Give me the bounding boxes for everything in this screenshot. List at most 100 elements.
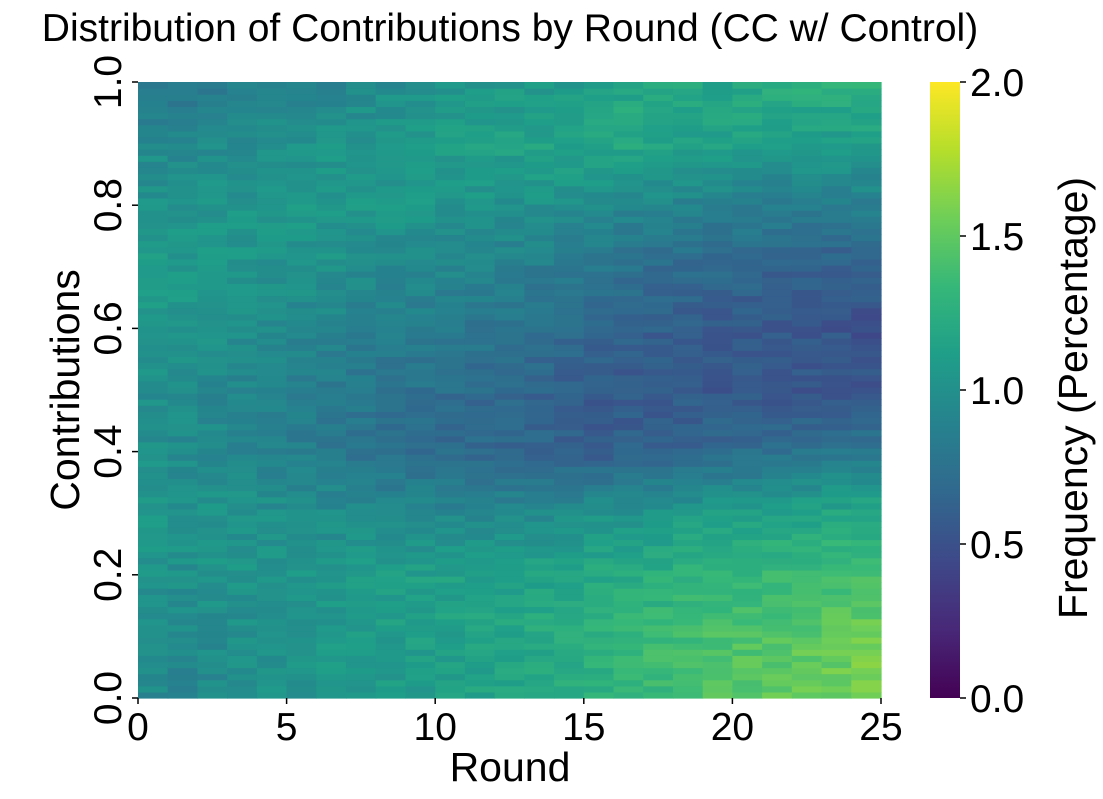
heatmap-cell: [464, 136, 496, 144]
heatmap-cell: [375, 655, 407, 663]
heatmap-cell: [702, 210, 733, 217]
heatmap-cell: [702, 502, 733, 510]
heatmap-cell: [494, 234, 525, 242]
heatmap-cell: [167, 173, 199, 181]
heatmap-cell: [613, 240, 644, 248]
heatmap-cell: [346, 240, 377, 248]
heatmap-cell: [346, 380, 377, 388]
heatmap-cell: [435, 344, 466, 351]
heatmap-cell: [464, 594, 496, 602]
heatmap-cell: [613, 478, 644, 486]
heatmap-cell: [375, 441, 407, 449]
heatmap-cell: [435, 161, 466, 168]
heatmap-cell: [821, 368, 852, 376]
heatmap-cell: [791, 399, 823, 406]
heatmap-cell: [583, 490, 615, 498]
heatmap-cell: [316, 301, 347, 309]
heatmap-cell: [851, 130, 882, 138]
heatmap-cell: [256, 508, 288, 516]
heatmap-cell: [494, 661, 525, 669]
heatmap-cell: [643, 155, 674, 162]
heatmap-cell: [256, 142, 288, 150]
heatmap-cell: [672, 380, 704, 388]
heatmap-cell: [583, 185, 615, 193]
heatmap-cell: [494, 112, 525, 120]
heatmap-cell: [405, 82, 436, 89]
heatmap-cell: [316, 319, 347, 327]
heatmap-cell: [762, 185, 793, 193]
heatmap-cell: [256, 576, 288, 583]
heatmap-cell: [256, 185, 288, 193]
heatmap-cell: [405, 466, 436, 473]
heatmap-cell: [286, 399, 317, 406]
heatmap-cell: [583, 252, 615, 260]
heatmap-cell: [613, 325, 644, 333]
heatmap-cell: [702, 423, 733, 431]
heatmap-cell: [643, 203, 674, 211]
heatmap-cell: [286, 167, 317, 175]
heatmap-cell: [316, 484, 347, 492]
heatmap-cell: [494, 142, 525, 150]
heatmap-cell: [524, 228, 555, 236]
heatmap-cell: [375, 179, 407, 187]
heatmap-cell: [494, 106, 525, 114]
heatmap-cell: [851, 539, 882, 547]
heatmap-cell: [583, 295, 615, 303]
heatmap-cell: [197, 356, 228, 364]
heatmap-cell: [256, 460, 288, 467]
heatmap-cell: [227, 637, 258, 644]
heatmap-cell: [702, 655, 733, 663]
heatmap-cell: [672, 271, 704, 278]
heatmap-cell: [583, 618, 615, 626]
heatmap-cell: [732, 527, 763, 534]
heatmap-cell: [613, 496, 644, 504]
heatmap-cell: [762, 277, 793, 284]
heatmap-cell: [167, 667, 199, 675]
heatmap-cell: [286, 417, 317, 425]
heatmap-cell: [613, 441, 644, 449]
heatmap-cell: [256, 466, 288, 473]
heatmap-cell: [702, 649, 733, 656]
heatmap-cell: [435, 576, 466, 583]
heatmap-cell: [227, 130, 258, 138]
heatmap-cell: [583, 423, 615, 431]
heatmap-cell: [494, 551, 525, 559]
heatmap-cell: [613, 136, 644, 144]
heatmap-cell: [256, 216, 288, 223]
heatmap-cell: [138, 301, 169, 309]
heatmap-cell: [346, 551, 377, 559]
heatmap-cell: [494, 606, 525, 614]
heatmap-cell: [464, 484, 496, 492]
heatmap-cell: [435, 393, 466, 400]
heatmap-cell: [316, 582, 347, 589]
heatmap-cell: [256, 264, 288, 272]
heatmap-cell: [672, 82, 704, 89]
heatmap-cell: [732, 313, 763, 321]
heatmap-cell: [494, 283, 525, 290]
heatmap-cell: [464, 673, 496, 681]
heatmap-cell: [494, 460, 525, 467]
heatmap-cell: [672, 441, 704, 449]
heatmap-cell: [821, 655, 852, 663]
heatmap-cell: [583, 368, 615, 376]
heatmap-cell: [821, 643, 852, 650]
heatmap-cell: [405, 112, 436, 120]
heatmap-cell: [286, 216, 317, 223]
heatmap-cell: [256, 332, 288, 339]
heatmap-cell: [256, 454, 288, 461]
heatmap-cell: [464, 417, 496, 425]
heatmap-cell: [316, 203, 347, 211]
heatmap-cells: [138, 82, 882, 699]
heatmap-cell: [791, 472, 823, 480]
colorbar-tick-label: 0.5: [970, 524, 1024, 567]
heatmap-cell: [554, 435, 585, 443]
heatmap-cell: [821, 594, 852, 602]
heatmap-cell: [643, 191, 674, 199]
heatmap-cell: [227, 222, 258, 229]
heatmap-cell: [138, 380, 169, 388]
heatmap-cell: [405, 527, 436, 534]
heatmap-cell: [702, 685, 733, 693]
heatmap-cell: [286, 100, 317, 107]
heatmap-cell: [138, 612, 169, 620]
heatmap-cell: [316, 313, 347, 321]
